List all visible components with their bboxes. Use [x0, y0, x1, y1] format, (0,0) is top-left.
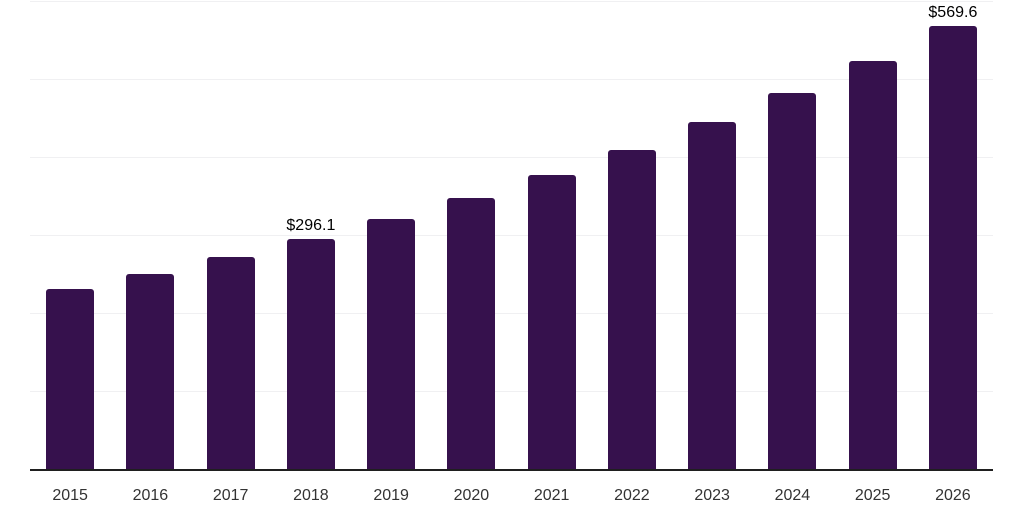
bar-2016	[126, 273, 175, 470]
bar-2026	[928, 25, 977, 470]
gridline-300	[30, 235, 993, 236]
bar-2022	[607, 149, 656, 470]
gridline-600	[30, 1, 993, 2]
x-tick-label-2021: 2021	[533, 487, 570, 504]
x-tick-label-2016: 2016	[132, 487, 169, 504]
plot-area: $296.1 $569.6	[30, 1, 993, 470]
bar-2019	[367, 219, 416, 470]
x-axis-line	[30, 469, 993, 471]
gridline-200	[30, 313, 993, 314]
bar-2017	[206, 257, 255, 470]
bar-2024	[768, 92, 817, 470]
gridline-500	[30, 79, 993, 80]
bar-value-label-2018: $296.1	[286, 217, 336, 235]
gridline-100	[30, 391, 993, 392]
gridline-400	[30, 157, 993, 158]
x-tick-label-2020: 2020	[453, 487, 490, 504]
x-tick-label-2024: 2024	[774, 487, 811, 504]
bar-2015	[46, 289, 95, 470]
x-tick-label-2015: 2015	[52, 487, 88, 504]
bar-2018	[286, 239, 335, 470]
bar-2021	[527, 174, 576, 470]
x-tick-label-2017: 2017	[212, 487, 249, 504]
x-tick-label-2019: 2019	[373, 487, 409, 504]
x-tick-label-2025: 2025	[854, 487, 891, 504]
bar-value-label-2026: $569.6	[928, 3, 978, 21]
x-tick-label-2026: 2026	[935, 487, 971, 504]
x-tick-label-2023: 2023	[694, 487, 730, 504]
x-tick-label-2018: 2018	[293, 487, 329, 504]
bar-2023	[688, 122, 737, 470]
x-tick-label-2022: 2022	[614, 487, 650, 504]
bar-2020	[447, 198, 496, 470]
bar-2025	[848, 60, 897, 470]
